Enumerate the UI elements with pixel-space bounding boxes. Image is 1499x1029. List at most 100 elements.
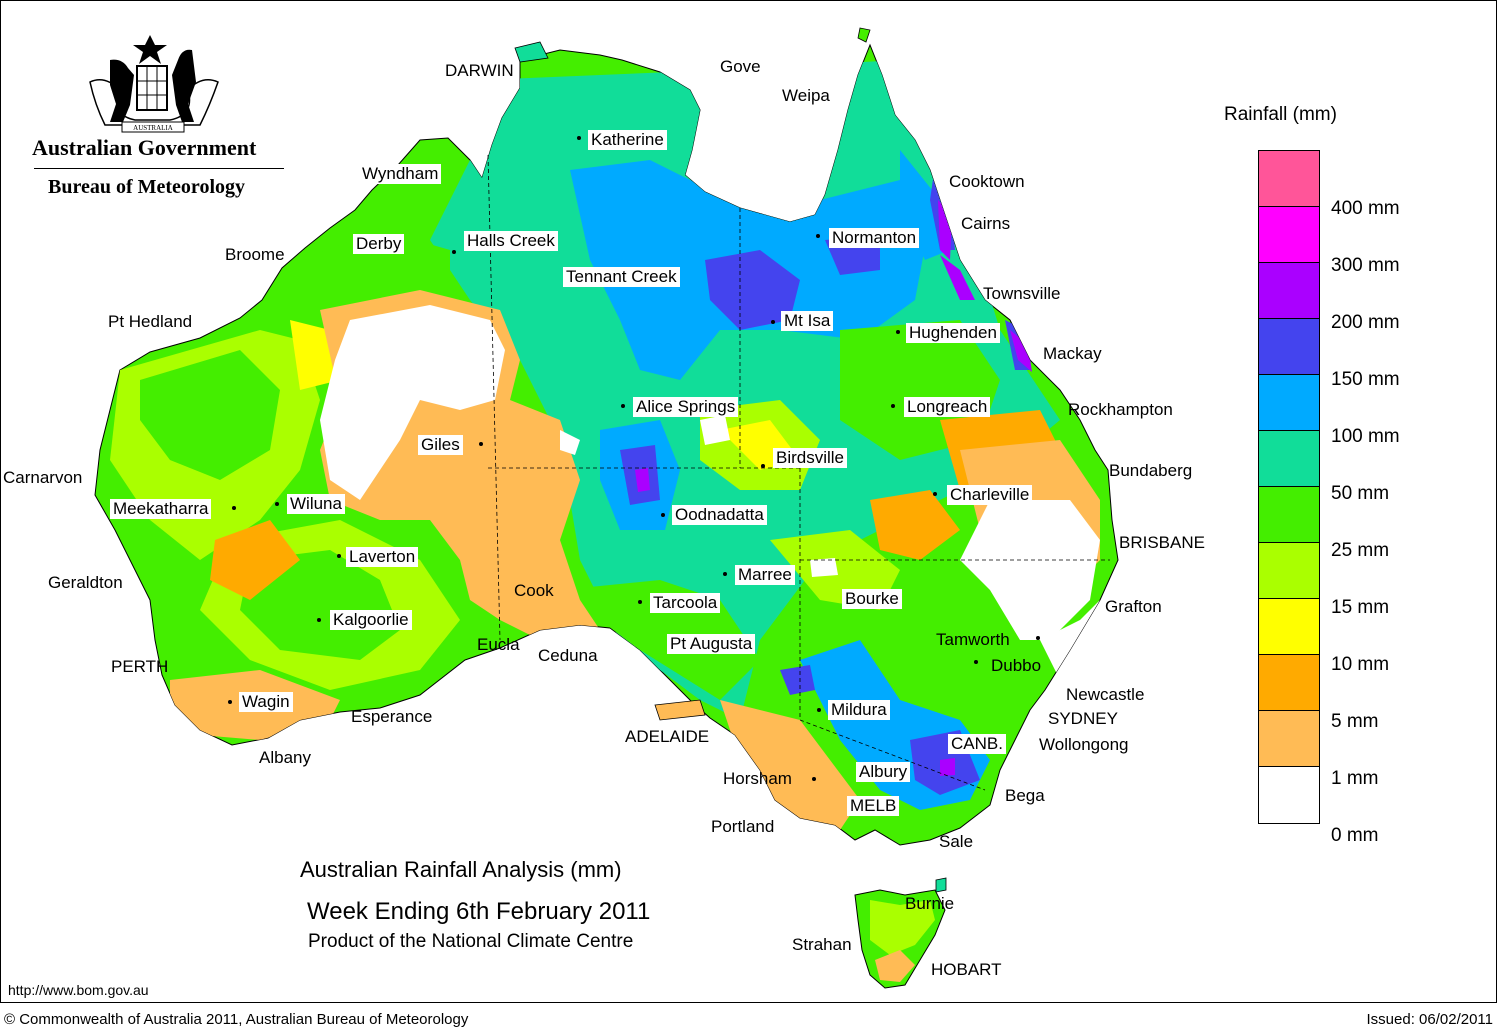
city-marker — [817, 708, 821, 712]
bureau-name: Bureau of Meteorology — [48, 176, 246, 198]
city-label-pt-hedland: Pt Hedland — [108, 312, 193, 331]
legend-swatch — [1259, 319, 1319, 375]
city-marker — [761, 464, 765, 468]
city-marker — [771, 320, 775, 324]
legend-label: 300 mm — [1331, 255, 1400, 276]
city-label-carnarvon: Carnarvon — [3, 468, 83, 487]
city-label-oodnadatta: Oodnadatta — [672, 505, 767, 525]
city-marker — [228, 700, 232, 704]
city-label-halls-creek: Halls Creek — [464, 231, 558, 251]
legend-swatch — [1259, 151, 1319, 207]
city-label-geraldton: Geraldton — [48, 573, 123, 592]
city-label-strahan: Strahan — [792, 935, 852, 954]
legend-swatch — [1259, 543, 1319, 599]
legend-label: 5 mm — [1331, 711, 1379, 732]
city-label-mackay: Mackay — [1043, 344, 1102, 363]
government-name: Australian Government — [32, 135, 257, 160]
city-marker — [577, 136, 581, 140]
legend-label: 50 mm — [1331, 483, 1390, 504]
city-marker — [1036, 636, 1040, 640]
city-label-eucla: Eucla — [477, 635, 520, 654]
city-label-brisbane: BRISBANE — [1119, 533, 1205, 552]
city-marker — [896, 330, 900, 334]
city-marker — [933, 492, 937, 496]
city-label-canb: CANB. — [948, 734, 1006, 754]
city-label-pt-augusta: Pt Augusta — [667, 634, 756, 654]
city-label-gove: Gove — [720, 57, 761, 76]
city-label-bundaberg: Bundaberg — [1109, 461, 1193, 480]
city-label-wiluna: Wiluna — [287, 494, 345, 514]
legend-label: 400 mm — [1331, 198, 1400, 219]
city-marker — [275, 502, 279, 506]
city-label-marree: Marree — [735, 565, 795, 585]
legend-label: 10 mm — [1331, 654, 1390, 675]
map-subtitle: Week Ending 6th February 2011 — [307, 898, 651, 925]
city-marker — [723, 572, 727, 576]
city-label-grafton: Grafton — [1105, 597, 1162, 616]
city-label-longreach: Longreach — [904, 397, 991, 417]
legend-swatch — [1259, 263, 1319, 319]
city-label-burnie: Burnie — [905, 894, 955, 913]
legend-label: 150 mm — [1331, 369, 1400, 390]
city-label-darwin: DARWIN — [445, 61, 514, 80]
map-frame — [0, 0, 1497, 1003]
legend-swatch — [1259, 711, 1319, 767]
city-label-kalgoorlie: Kalgoorlie — [330, 610, 412, 630]
legend-label: 100 mm — [1331, 426, 1400, 447]
city-label-newcastle: Newcastle — [1066, 685, 1145, 704]
legend-swatch — [1259, 487, 1319, 543]
city-label-derby: Derby — [353, 234, 405, 254]
city-label-tarcoola: Tarcoola — [650, 593, 721, 613]
city-label-cook: Cook — [514, 581, 554, 600]
city-label-alice-springs: Alice Springs — [633, 397, 739, 417]
website-url: http://www.bom.gov.au — [8, 982, 149, 998]
legend-label: 25 mm — [1331, 540, 1390, 561]
city-label-rockhampton: Rockhampton — [1068, 400, 1173, 419]
coat-of-arms-logo: AUSTRALIA — [89, 35, 219, 133]
city-label-perth: PERTH — [111, 657, 169, 676]
city-label-weipa: Weipa — [782, 86, 830, 105]
city-label-normanton: Normanton — [829, 228, 920, 248]
city-marker — [638, 600, 642, 604]
legend-color-bar — [1258, 150, 1320, 824]
legend-swatch — [1259, 767, 1319, 823]
city-label-wollongong: Wollongong — [1039, 735, 1129, 754]
city-label-melb: MELB — [847, 796, 900, 816]
city-label-katherine: Katherine — [588, 130, 667, 150]
logo-divider — [34, 168, 284, 169]
city-label-mt-isa: Mt Isa — [781, 311, 834, 331]
legend-swatch — [1259, 207, 1319, 263]
city-label-meekatharra: Meekatharra — [110, 499, 212, 519]
city-marker — [816, 234, 820, 238]
city-marker — [317, 618, 321, 622]
city-marker — [337, 554, 341, 558]
legend-swatch — [1259, 375, 1319, 431]
city-label-hughenden: Hughenden — [906, 323, 1000, 343]
city-label-wyndham: Wyndham — [359, 164, 442, 184]
city-label-dubbo: Dubbo — [991, 656, 1042, 675]
legend-label: 1 mm — [1331, 768, 1379, 789]
city-label-albany: Albany — [259, 748, 311, 767]
city-label-birdsville: Birdsville — [773, 448, 848, 468]
city-label-bourke: Bourke — [842, 589, 902, 609]
copyright-text: © Commonwealth of Australia 2011, Austra… — [4, 1011, 469, 1028]
city-label-horsham: Horsham — [723, 769, 792, 788]
issued-date: Issued: 06/02/2011 — [1366, 1011, 1494, 1028]
city-label-charleville: Charleville — [947, 485, 1033, 505]
city-label-esperance: Esperance — [351, 707, 433, 726]
legend-swatch — [1259, 599, 1319, 655]
city-label-sale: Sale — [939, 832, 974, 851]
city-label-adelaide: ADELAIDE — [625, 727, 710, 746]
city-label-bega: Bega — [1005, 786, 1045, 805]
city-label-broome: Broome — [225, 245, 285, 264]
legend-swatch — [1259, 655, 1319, 711]
legend-swatch — [1259, 431, 1319, 487]
city-label-laverton: Laverton — [346, 547, 419, 567]
legend-title: Rainfall (mm) — [1224, 104, 1337, 125]
legend-label: 15 mm — [1331, 597, 1390, 618]
city-label-cairns: Cairns — [961, 214, 1011, 233]
city-marker — [974, 660, 978, 664]
map-product-credit: Product of the National Climate Centre — [308, 931, 634, 952]
city-label-tamworth: Tamworth — [936, 630, 1010, 649]
city-label-townsville: Townsville — [983, 284, 1061, 303]
